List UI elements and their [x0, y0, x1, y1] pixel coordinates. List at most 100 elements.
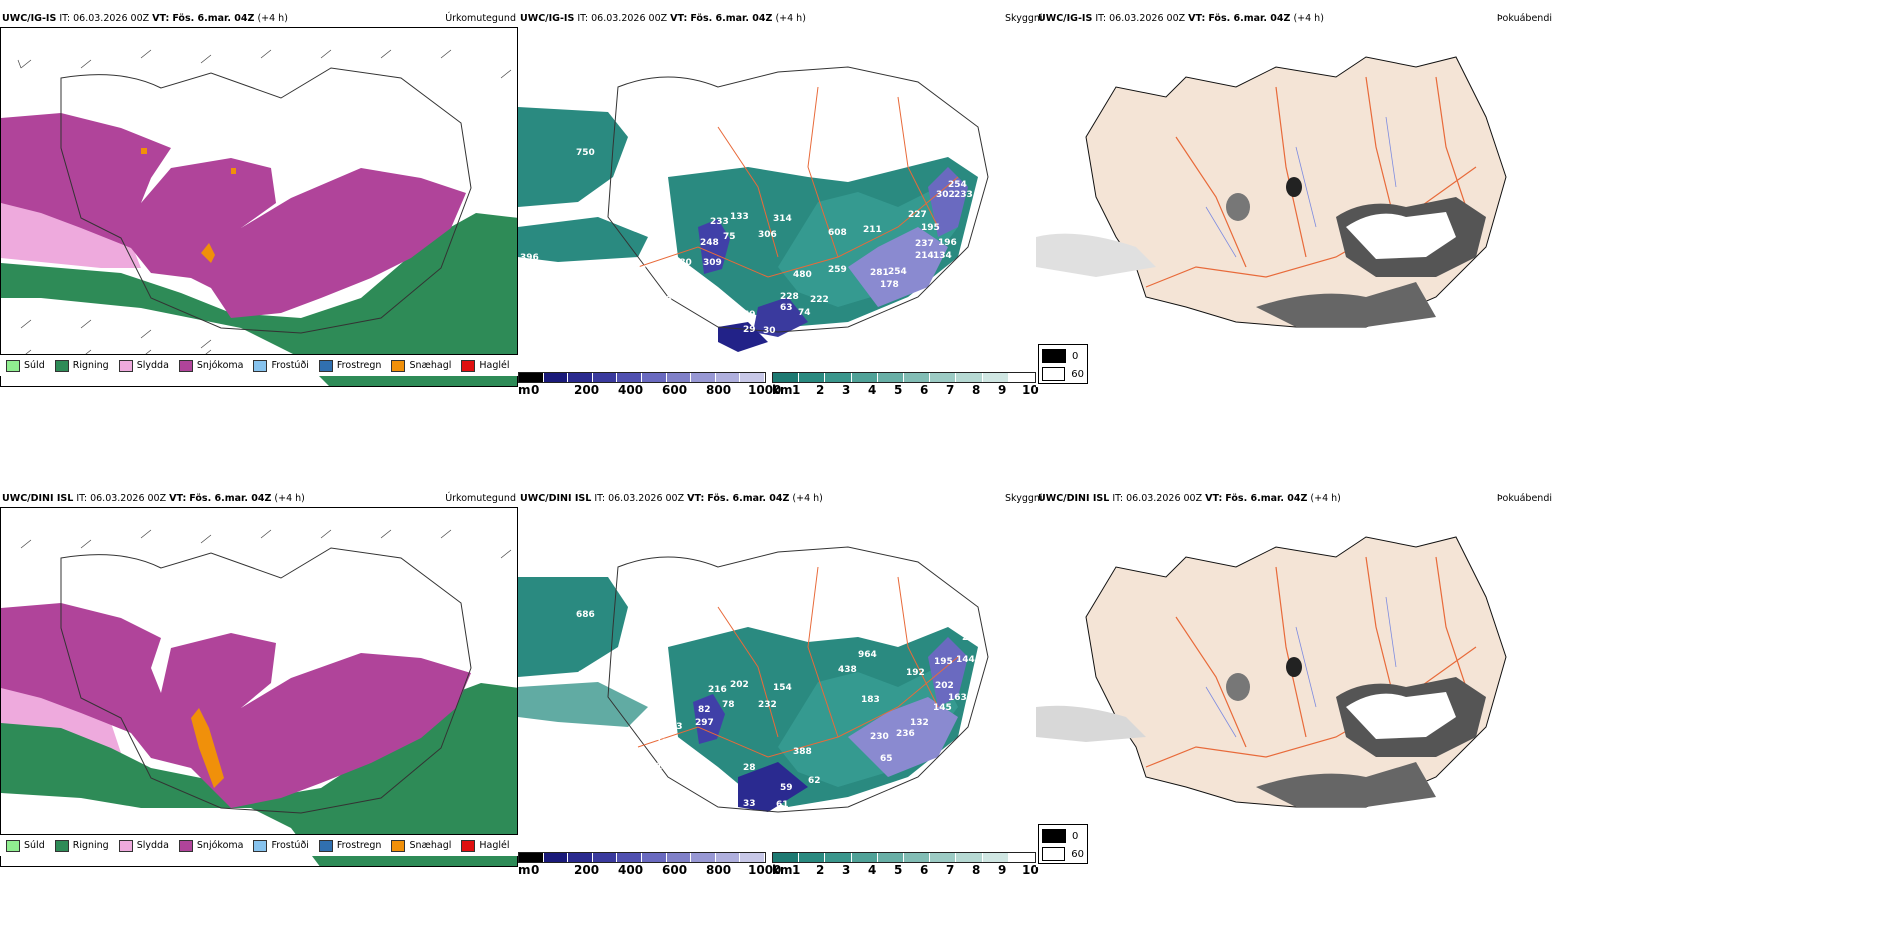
vis-value-label: 163	[656, 762, 675, 772]
fog-map	[1036, 27, 1554, 387]
vis-value-label: 438	[838, 665, 857, 675]
vis-value-label: 232	[758, 700, 777, 710]
visibility-map-svg: 686 85 130 163 54 33 297 216 202 82 78 1…	[518, 507, 1036, 867]
panel-title: Skyggni	[1005, 13, 1043, 24]
vis-value-label: 178	[658, 266, 677, 276]
panel-header: UWC/IG-IS IT: 06.03.2026 00Z VT: Fös. 6.…	[520, 13, 806, 24]
legend-item: Súld	[6, 839, 45, 852]
legend-item: Haglél	[461, 839, 510, 852]
vis-value-label: 29	[743, 325, 756, 335]
vis-value-label: 248	[700, 238, 719, 248]
vis-value-label: 133	[730, 212, 749, 222]
fog-legend: 0 60	[1038, 824, 1088, 864]
vis-value-label: 216	[708, 685, 727, 695]
vis-value-label: 69	[743, 310, 756, 320]
vis-value-label: 388	[793, 747, 812, 757]
vis-value-label: 122	[576, 208, 595, 218]
visibility-panel-bottom: UWC/DINI ISL IT: 06.03.2026 00Z VT: Fös.…	[518, 493, 1039, 877]
visibility-m-colorbar	[518, 852, 766, 863]
vis-value-label: 28	[743, 763, 756, 773]
legend-item: Rigning	[54, 839, 109, 852]
vis-value-label: 233	[710, 217, 729, 227]
vis-value-label: 214	[915, 251, 934, 261]
precip-map-svg	[1, 508, 517, 866]
vis-value-label: 178	[880, 280, 899, 290]
visibility-km-colorbar	[772, 372, 1036, 383]
vis-value-label: 85	[578, 670, 591, 680]
vis-value-label: 254	[948, 180, 967, 190]
panel-header: UWC/DINI ISL IT: 06.03.2026 00Z VT: Fös.…	[520, 493, 823, 504]
visibility-km-colorbar	[772, 852, 1036, 863]
vis-value-label: 608	[828, 228, 847, 238]
vis-value-label: 302	[936, 190, 955, 200]
vis-value-label: 78	[722, 700, 735, 710]
vis-value-label: 74	[798, 308, 811, 318]
vis-value-label: 309	[703, 258, 722, 268]
vis-value-label: 195	[921, 223, 940, 233]
vis-value-label: 65	[880, 754, 893, 764]
vis-value-label: 33	[743, 799, 756, 809]
legend-item: Snæhagl	[391, 839, 451, 852]
vis-value-label: 132	[910, 718, 929, 728]
vis-value-label: 686	[576, 610, 595, 620]
panel-title: Skyggni	[1005, 493, 1043, 504]
panel-title: Úrkomutegund	[445, 13, 516, 24]
fog-map	[1036, 507, 1554, 867]
vis-value-label: 380	[673, 258, 692, 268]
vis-value-label: 136	[653, 295, 672, 305]
vis-value-label: 211	[863, 225, 882, 235]
legend-item: Haglél	[461, 359, 510, 372]
vis-value-label: 202	[730, 680, 749, 690]
legend-item: Frostregn	[318, 839, 381, 852]
precip-map-svg	[1, 28, 517, 386]
vis-value-label: 196	[938, 238, 957, 248]
precip-type-panel-bottom: UWC/DINI ISL IT: 06.03.2026 00Z VT: Fös.…	[0, 493, 518, 867]
vis-value-label: 750	[576, 148, 595, 158]
legend-item: Frostúði	[253, 839, 309, 852]
vis-value-label: 33	[670, 722, 683, 732]
panel-header: UWC/IG-IS IT: 06.03.2026 00Z VT: Fös. 6.…	[1038, 13, 1324, 24]
vis-value-label: 75	[723, 232, 736, 242]
legend-item: Slydda	[118, 839, 169, 852]
vis-value-label: 145	[933, 703, 952, 713]
visibility-map: 686 85 130 163 54 33 297 216 202 82 78 1…	[518, 507, 1036, 867]
vis-value-label: 163	[948, 693, 967, 703]
fog-map-svg	[1036, 27, 1554, 387]
vis-value-label: 192	[906, 668, 925, 678]
vis-value-label: 63	[780, 303, 793, 313]
panel-title: Þokuábendi	[1496, 13, 1552, 24]
fog-legend: 0 60	[1038, 344, 1088, 384]
vis-value-label: 246	[962, 633, 981, 643]
vis-value-label: 480	[793, 270, 812, 280]
vis-value-label: 183	[861, 695, 880, 705]
legend-item: Snjókoma	[178, 359, 243, 372]
precip-legend: Súld Rigning Slydda Snjókoma Frostúði Fr…	[0, 834, 518, 856]
vis-value-label: 974	[628, 265, 647, 275]
fog-index-panel-top: UWC/IG-IS IT: 06.03.2026 00Z VT: Fös. 6.…	[1036, 13, 1554, 387]
vis-value-label: 195	[934, 657, 953, 667]
vis-value-label: 228	[780, 292, 799, 302]
legend-item: Frostregn	[318, 359, 381, 372]
fog-index-panel-bottom: UWC/DINI ISL IT: 06.03.2026 00Z VT: Fös.…	[1036, 493, 1554, 867]
vis-value-label: 236	[896, 729, 915, 739]
visibility-scale: m 0 200 400 600 800 1000 km 1 2 3 4 5 6 …	[518, 372, 1039, 402]
vis-value-label: 306	[758, 230, 777, 240]
vis-value-label: 281	[870, 268, 889, 278]
vis-value-label: 134	[933, 251, 952, 261]
vis-value-label: 254	[888, 267, 907, 277]
panel-header: UWC/IG-IS IT: 06.03.2026 00Z VT: Fös. 6.…	[2, 13, 288, 24]
vis-value-label: 109	[678, 283, 697, 293]
vis-value-label: 82	[698, 705, 711, 715]
vis-value-label: 964	[858, 650, 877, 660]
vis-value-label: 30	[763, 326, 776, 336]
visibility-m-colorbar	[518, 372, 766, 383]
panel-header: UWC/DINI ISL IT: 06.03.2026 00Z VT: Fös.…	[1038, 493, 1341, 504]
vis-value-label: 154	[773, 683, 792, 693]
panel-header: UWC/DINI ISL IT: 06.03.2026 00Z VT: Fös.…	[2, 493, 305, 504]
vis-value-label: 61	[776, 800, 789, 810]
legend-item: Rigning	[54, 359, 109, 372]
fog-map-svg	[1036, 507, 1554, 867]
precip-map	[0, 507, 518, 867]
panel-title: Þokuábendi	[1496, 493, 1552, 504]
visibility-map: 750 122 136 974 178 380 109 233 133 75 2…	[518, 27, 1036, 387]
